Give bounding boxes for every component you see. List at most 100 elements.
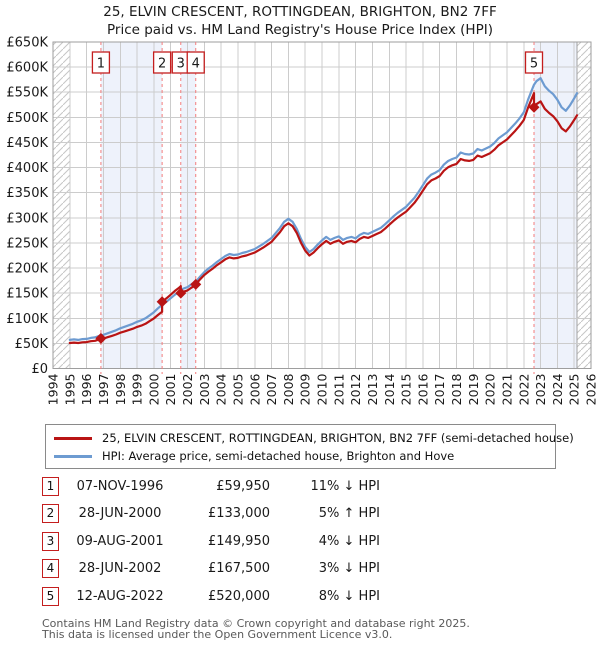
- transaction-date: 28-JUN-2002: [78, 561, 162, 576]
- svg-text:5: 5: [530, 57, 538, 72]
- transaction-vs-hpi: 3% ↓ HPI: [318, 561, 380, 576]
- property-line-swatch: [54, 436, 92, 440]
- svg-text:2023: 2023: [533, 374, 548, 406]
- svg-text:£600K: £600K: [6, 61, 48, 76]
- sale-marker: [156, 296, 168, 308]
- transaction-number-badge: 3: [42, 531, 59, 551]
- hpi-line-swatch: [54, 454, 92, 458]
- transaction-row: 4 28-JUN-2002 £167,500 3% ↓ HPI: [42, 559, 382, 579]
- svg-text:2012: 2012: [348, 374, 363, 406]
- svg-text:£450K: £450K: [6, 136, 48, 151]
- svg-text:1997: 1997: [96, 374, 111, 406]
- svg-text:3: 3: [177, 57, 185, 72]
- svg-text:£250K: £250K: [6, 236, 48, 251]
- transaction-row: 2 28-JUN-2000 £133,000 5% ↑ HPI: [42, 504, 382, 524]
- no-data-hatch: [577, 42, 591, 369]
- svg-text:£0: £0: [31, 362, 48, 377]
- transaction-row: 5 12-AUG-2022 £520,000 8% ↓ HPI: [42, 586, 382, 606]
- legend-hpi-label: HPI: Average price, semi-detached house,…: [102, 449, 455, 463]
- sale-number-badge: 4: [186, 51, 205, 74]
- legend-property-label: 25, ELVIN CRESCENT, ROTTINGDEAN, BRIGHTO…: [102, 431, 574, 445]
- sale-marker: [528, 101, 540, 113]
- svg-text:2013: 2013: [365, 374, 380, 406]
- chart-legend: 25, ELVIN CRESCENT, ROTTINGDEAN, BRIGHTO…: [45, 424, 574, 469]
- legend-row-hpi: HPI: Average price, semi-detached house,…: [46, 447, 555, 465]
- svg-text:1999: 1999: [130, 373, 145, 405]
- svg-text:2000: 2000: [146, 373, 161, 405]
- svg-text:£200K: £200K: [6, 262, 48, 277]
- transaction-date: 07-NOV-1996: [76, 478, 164, 494]
- no-data-hatch: [53, 42, 70, 369]
- svg-text:1996: 1996: [79, 373, 94, 405]
- sale-marker: [95, 332, 107, 344]
- page-subtitle: Price paid vs. HM Land Registry's House …: [107, 22, 493, 38]
- sale-number-badge: 1: [91, 51, 111, 74]
- x-axis-labels: 1994 1995 1996 1997 1998 1999 2000 2001 2002 2003…: [46, 373, 599, 405]
- svg-text:2017: 2017: [432, 374, 447, 406]
- transaction-date: 12-AUG-2022: [76, 588, 164, 604]
- svg-text:£100K: £100K: [6, 312, 48, 327]
- svg-text:£300K: £300K: [6, 211, 48, 226]
- svg-text:2021: 2021: [499, 374, 514, 406]
- svg-text:2019: 2019: [466, 373, 481, 405]
- transaction-date: 28-JUN-2000: [78, 506, 162, 521]
- svg-text:2024: 2024: [550, 373, 565, 405]
- svg-text:4: 4: [192, 57, 200, 72]
- svg-text:2001: 2001: [163, 374, 178, 406]
- ownership-band: [180, 42, 196, 369]
- svg-text:2: 2: [158, 57, 166, 72]
- svg-text:2020: 2020: [483, 373, 498, 405]
- svg-text:2025: 2025: [567, 374, 582, 406]
- transaction-price: £59,950: [216, 478, 270, 494]
- footer-copyright: Contains HM Land Registry data © Crown c…: [42, 617, 470, 630]
- transaction-vs-hpi: 5% ↑ HPI: [318, 506, 380, 521]
- svg-text:£50K: £50K: [15, 337, 49, 352]
- svg-text:2007: 2007: [264, 374, 279, 406]
- transaction-vs-hpi: 8% ↓ HPI: [318, 588, 380, 604]
- svg-text:2011: 2011: [331, 374, 346, 406]
- transaction-row: 3 09-AUG-2001 £149,950 4% ↓ HPI: [42, 531, 382, 551]
- sale-number-badge: 2: [152, 51, 172, 74]
- transaction-price: £133,000: [207, 506, 270, 521]
- sale-marker: [175, 287, 187, 299]
- svg-text:2014: 2014: [382, 373, 397, 405]
- svg-text:1: 1: [97, 57, 105, 72]
- svg-text:£650K: £650K: [6, 36, 48, 51]
- svg-text:2016: 2016: [415, 373, 430, 405]
- transaction-number-badge: 4: [42, 559, 59, 578]
- svg-text:2015: 2015: [399, 374, 414, 406]
- transaction-vs-hpi: 4% ↓ HPI: [318, 533, 380, 549]
- page-title: 25, ELVIN CRESCENT, ROTTINGDEAN, BRIGHTO…: [103, 4, 497, 20]
- transaction-number-badge: 1: [42, 476, 59, 496]
- footer-licence: This data is licensed under the Open Gov…: [42, 628, 393, 641]
- svg-text:2006: 2006: [247, 373, 262, 405]
- svg-text:2008: 2008: [281, 373, 296, 405]
- price-paid-line: [68, 92, 579, 345]
- svg-text:2022: 2022: [516, 374, 531, 406]
- svg-text:2018: 2018: [449, 373, 464, 405]
- svg-text:2005: 2005: [230, 374, 245, 406]
- svg-text:£150K: £150K: [6, 287, 48, 302]
- transaction-row: 1 07-NOV-1996 £59,950 11% ↓ HPI: [42, 476, 382, 496]
- y-axis-labels: £0 £50K £100K £150K £200K £250K £300K £350K £400…: [6, 36, 48, 378]
- plot-border: [52, 41, 592, 369]
- svg-text:2004: 2004: [214, 373, 229, 405]
- transaction-number-badge: 5: [42, 586, 59, 606]
- svg-text:£500K: £500K: [6, 111, 48, 126]
- svg-text:£550K: £550K: [6, 86, 48, 101]
- svg-text:2009: 2009: [298, 373, 313, 405]
- svg-text:1994: 1994: [46, 373, 61, 405]
- sale-number-badge: 5: [524, 51, 544, 74]
- transaction-vs-hpi: 11% ↓ HPI: [310, 478, 380, 494]
- sale-marker: [190, 278, 202, 290]
- transaction-price: £167,500: [207, 561, 270, 576]
- svg-text:2010: 2010: [315, 373, 330, 405]
- svg-text:1995: 1995: [62, 374, 77, 406]
- transaction-table: 1 07-NOV-1996 £59,950 11% ↓ HPI 2 28-JUN-2000…: [42, 476, 382, 614]
- svg-text:2026: 2026: [584, 373, 599, 405]
- sale-number-badge: 3: [171, 51, 190, 74]
- svg-text:£350K: £350K: [6, 186, 48, 201]
- transaction-price: £520,000: [207, 588, 270, 604]
- svg-text:2003: 2003: [197, 374, 212, 406]
- legend-row-property: 25, ELVIN CRESCENT, ROTTINGDEAN, BRIGHTO…: [46, 429, 574, 447]
